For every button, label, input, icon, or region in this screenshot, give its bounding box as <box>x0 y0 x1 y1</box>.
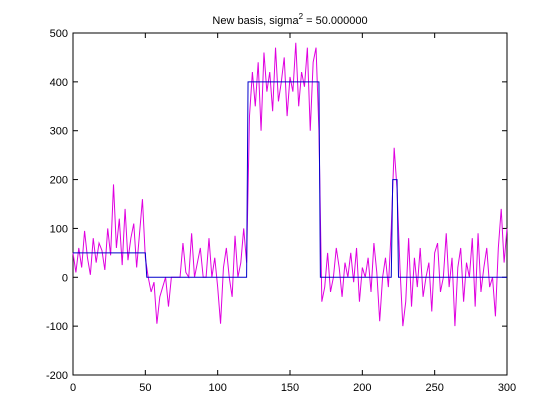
y-tick-label: -200 <box>46 370 68 382</box>
title-text: New basis, sigma <box>212 15 299 27</box>
x-tick-label: 50 <box>139 382 151 394</box>
x-tick-label: 150 <box>281 382 299 394</box>
y-tick-label: 0 <box>62 272 68 284</box>
title-text: = 50.000000 <box>303 15 368 27</box>
y-tick-label: 400 <box>50 77 68 89</box>
x-tick-label: 200 <box>353 382 371 394</box>
x-tick-label: 300 <box>498 382 516 394</box>
y-tick-label: -100 <box>46 321 68 333</box>
x-tick-label: 250 <box>425 382 443 394</box>
x-tick-label: 100 <box>208 382 226 394</box>
y-tick-label: 500 <box>50 28 68 40</box>
y-tick-label: 100 <box>50 223 68 235</box>
line-series <box>73 81 507 278</box>
title-superscript: 2 <box>299 12 304 21</box>
y-tick-label: 300 <box>50 126 68 138</box>
y-tick-label: 200 <box>50 175 68 187</box>
x-tick-label: 0 <box>70 382 76 394</box>
chart-title: New basis, sigma2 = 50.000000 <box>212 12 367 27</box>
